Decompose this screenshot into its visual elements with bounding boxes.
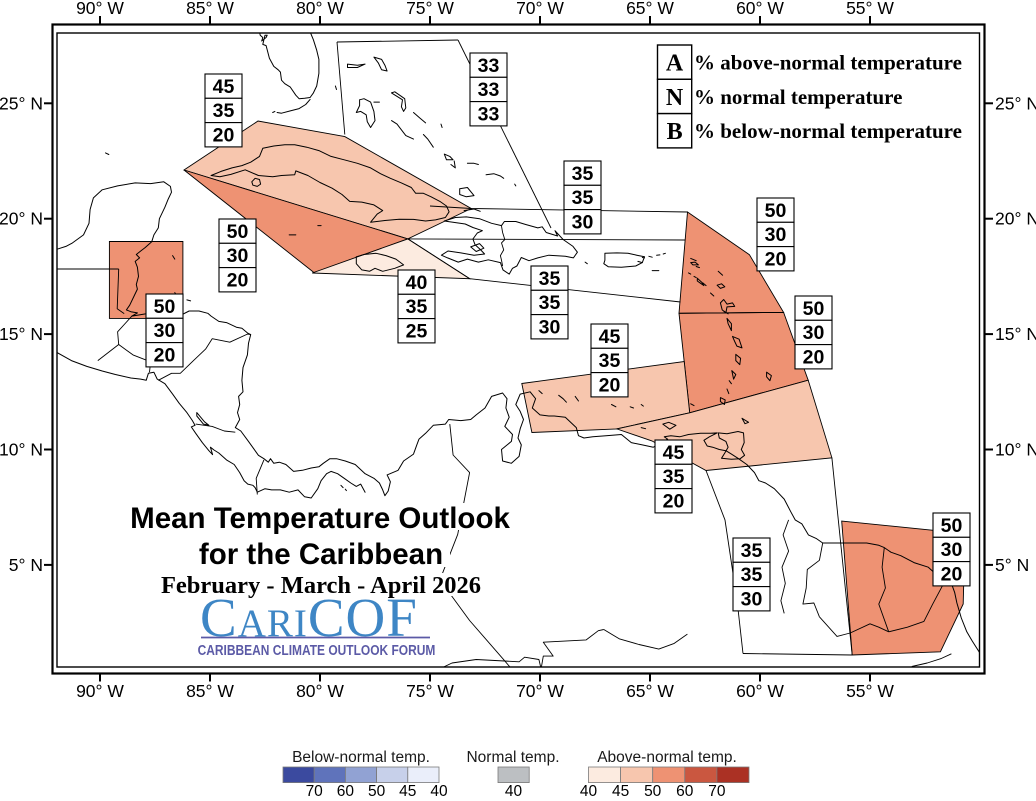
svg-text:90° W: 90° W xyxy=(76,681,124,701)
svg-text:75° W: 75° W xyxy=(406,0,454,18)
svg-text:% below-normal temperature: % below-normal temperature xyxy=(694,119,962,143)
svg-text:50: 50 xyxy=(803,298,825,320)
svg-text:70: 70 xyxy=(306,783,324,796)
svg-text:33: 33 xyxy=(478,55,500,77)
svg-text:N: N xyxy=(666,85,684,111)
svg-text:55° W: 55° W xyxy=(846,681,894,701)
svg-text:20: 20 xyxy=(663,490,685,512)
svg-text:35: 35 xyxy=(663,466,685,488)
svg-text:50: 50 xyxy=(368,783,386,796)
svg-text:% normal temperature: % normal temperature xyxy=(694,85,902,109)
svg-text:10° N: 10° N xyxy=(995,440,1036,460)
svg-text:35: 35 xyxy=(599,350,621,372)
svg-text:65° W: 65° W xyxy=(626,681,674,701)
svg-text:35: 35 xyxy=(572,163,594,185)
svg-text:55° W: 55° W xyxy=(846,0,894,18)
svg-text:35: 35 xyxy=(741,540,763,562)
svg-text:35: 35 xyxy=(213,100,235,122)
svg-text:20: 20 xyxy=(599,374,621,396)
svg-text:20° N: 20° N xyxy=(0,209,43,229)
svg-text:CARIBBEAN CLIMATE OUTLOOK FORU: CARIBBEAN CLIMATE OUTLOOK FORUM xyxy=(198,642,436,658)
svg-text:35: 35 xyxy=(741,564,763,586)
svg-text:85° W: 85° W xyxy=(186,681,234,701)
svg-text:45: 45 xyxy=(663,442,685,464)
svg-text:20: 20 xyxy=(213,124,235,146)
svg-text:30: 30 xyxy=(741,588,763,610)
svg-text:30: 30 xyxy=(227,245,249,267)
svg-text:20: 20 xyxy=(803,346,825,368)
svg-text:February - March - April 2026: February - March - April 2026 xyxy=(161,572,481,599)
svg-text:40: 40 xyxy=(430,783,448,796)
svg-text:60° W: 60° W xyxy=(736,0,784,18)
svg-text:for the Caribbean: for the Caribbean xyxy=(199,538,443,571)
svg-text:70° W: 70° W xyxy=(516,681,564,701)
svg-text:50: 50 xyxy=(644,783,662,796)
svg-text:65° W: 65° W xyxy=(626,0,674,18)
svg-text:33: 33 xyxy=(478,103,500,125)
svg-text:Below-normal temp.: Below-normal temp. xyxy=(292,749,430,766)
svg-text:15° N: 15° N xyxy=(0,324,43,344)
svg-text:% above-normal temperature: % above-normal temperature xyxy=(694,51,962,75)
svg-text:60: 60 xyxy=(676,783,694,796)
svg-text:50: 50 xyxy=(941,515,963,537)
svg-text:25° N: 25° N xyxy=(995,93,1036,113)
svg-text:35: 35 xyxy=(539,268,561,290)
svg-text:35: 35 xyxy=(572,187,594,209)
svg-text:5° N: 5° N xyxy=(9,555,43,575)
svg-text:CARICOF: CARICOF xyxy=(200,587,418,648)
svg-text:35: 35 xyxy=(406,296,428,318)
svg-text:80° W: 80° W xyxy=(296,0,344,18)
svg-text:20: 20 xyxy=(154,344,176,366)
svg-text:75° W: 75° W xyxy=(406,681,454,701)
svg-text:40: 40 xyxy=(406,272,428,294)
svg-text:70: 70 xyxy=(708,783,726,796)
svg-text:Above-normal temp.: Above-normal temp. xyxy=(597,749,737,766)
svg-text:45: 45 xyxy=(399,783,416,796)
svg-text:85° W: 85° W xyxy=(186,0,234,18)
svg-text:60° W: 60° W xyxy=(736,681,784,701)
svg-text:90° W: 90° W xyxy=(76,0,124,18)
svg-text:50: 50 xyxy=(154,296,176,318)
svg-text:Mean Temperature Outlook: Mean Temperature Outlook xyxy=(130,502,510,535)
svg-text:30: 30 xyxy=(154,320,176,342)
svg-text:45: 45 xyxy=(612,783,629,796)
svg-text:45: 45 xyxy=(599,326,621,348)
svg-text:30: 30 xyxy=(765,224,787,246)
svg-text:35: 35 xyxy=(539,292,561,314)
svg-text:70° W: 70° W xyxy=(516,0,564,18)
svg-text:Normal temp.: Normal temp. xyxy=(466,749,559,766)
svg-text:30: 30 xyxy=(572,211,594,233)
svg-text:B: B xyxy=(667,119,683,145)
svg-text:45: 45 xyxy=(213,76,235,98)
svg-text:5° N: 5° N xyxy=(995,555,1029,575)
svg-text:10° N: 10° N xyxy=(0,440,43,460)
svg-text:30: 30 xyxy=(539,316,561,338)
svg-text:50: 50 xyxy=(765,200,787,222)
svg-text:40: 40 xyxy=(580,783,598,796)
svg-text:20: 20 xyxy=(765,248,787,270)
svg-text:25° N: 25° N xyxy=(0,93,43,113)
svg-text:25: 25 xyxy=(406,320,428,342)
svg-text:80° W: 80° W xyxy=(296,681,344,701)
svg-text:A: A xyxy=(666,51,684,77)
svg-text:50: 50 xyxy=(227,221,249,243)
svg-text:33: 33 xyxy=(478,79,500,101)
svg-text:15° N: 15° N xyxy=(995,324,1036,344)
svg-text:20: 20 xyxy=(941,563,963,585)
svg-text:30: 30 xyxy=(803,322,825,344)
svg-text:20: 20 xyxy=(227,269,249,291)
svg-text:20° N: 20° N xyxy=(995,209,1036,229)
svg-text:30: 30 xyxy=(941,539,963,561)
svg-text:40: 40 xyxy=(505,783,523,796)
svg-text:60: 60 xyxy=(337,783,355,796)
